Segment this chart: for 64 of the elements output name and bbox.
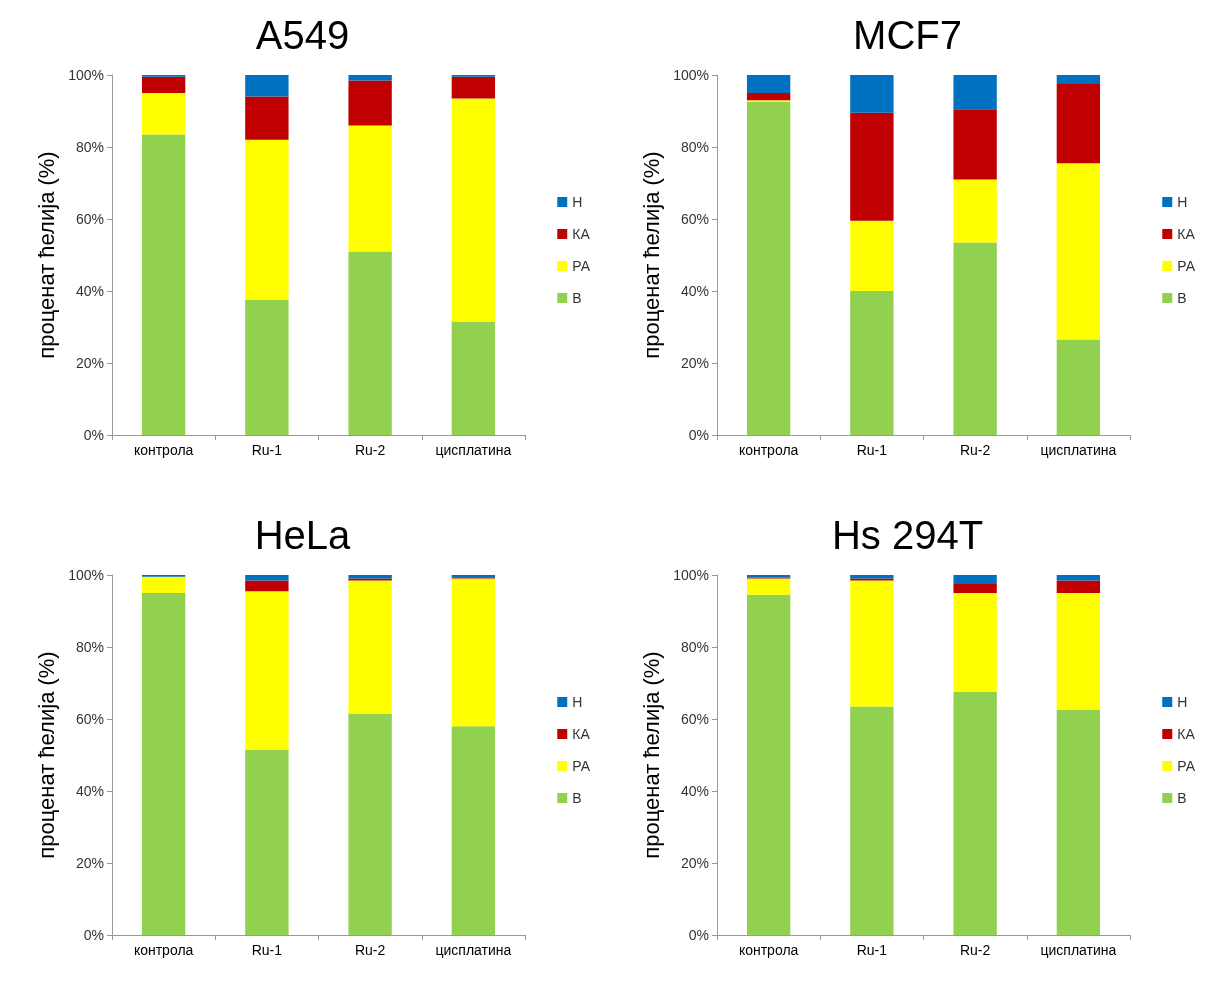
x-tick-label: Ru-1 [251,942,283,958]
chart-title: A549 [255,13,350,57]
legend-label: КА [1177,726,1196,742]
legend-label: КА [572,226,591,242]
y-tick-label: 60% [75,711,104,727]
y-tick-label: 40% [680,783,709,799]
y-tick-label: 60% [75,211,104,227]
x-tick-label: Ru-1 [856,442,888,458]
legend-label: РА [572,758,591,774]
x-tick-label: цисплатина [435,442,512,458]
x-tick-label: контрола [133,942,194,958]
x-tick-label: цисплатина [1040,442,1117,458]
legend-label: РА [1177,758,1196,774]
y-tick-label: 20% [680,855,709,871]
legend-label: В [572,790,582,806]
legend-label: В [572,290,582,306]
legend-label: Н [572,694,583,710]
y-tick-label: 100% [673,567,709,583]
x-tick-label: Ru-1 [856,942,888,958]
x-tick-label: Ru-2 [959,442,991,458]
y-tick-label: 100% [68,67,104,83]
y-tick-label: 20% [680,355,709,371]
x-tick-label: Ru-2 [959,942,991,958]
y-tick-label: 20% [75,855,104,871]
legend-label: РА [1177,258,1196,274]
y-tick-label: 80% [75,639,104,655]
y-tick-label: 80% [680,639,709,655]
chart-title: HeLa [254,513,352,557]
y-tick-label: 100% [673,67,709,83]
x-tick-label: Ru-2 [354,442,386,458]
chart-title: MCF7 [853,13,962,57]
y-tick-label: 0% [688,427,709,443]
legend-label: В [1177,290,1187,306]
y-tick-label: 0% [83,927,104,943]
y-tick-label: 80% [75,139,104,155]
y-axis-title: проценат ћелија (%) [33,651,59,859]
y-tick-label: 20% [75,355,104,371]
x-tick-label: контрола [738,442,799,458]
y-tick-label: 40% [680,283,709,299]
y-tick-label: 60% [680,711,709,727]
legend-label: РА [572,258,591,274]
y-tick-label: 40% [75,783,104,799]
y-tick-label: 60% [680,211,709,227]
y-tick-label: 40% [75,283,104,299]
y-axis-title: проценат ћелија (%) [638,651,664,859]
legend-label: КА [1177,226,1196,242]
x-tick-label: контрола [738,942,799,958]
y-tick-label: 0% [688,927,709,943]
y-tick-label: 80% [680,139,709,155]
legend-label: В [1177,790,1187,806]
x-tick-label: цисплатина [435,942,512,958]
y-axis-title: проценат ћелија (%) [33,151,59,359]
x-tick-label: цисплатина [1040,942,1117,958]
legend-label: Н [572,194,583,210]
x-tick-label: Ru-1 [251,442,283,458]
legend-label: КА [572,726,591,742]
y-tick-label: 100% [68,567,104,583]
x-tick-label: Ru-2 [354,942,386,958]
x-tick-label: контрола [133,442,194,458]
y-tick-label: 0% [83,427,104,443]
y-axis-title: проценат ћелија (%) [638,151,664,359]
legend-label: Н [1177,694,1188,710]
chart-title: Hs 294T [831,513,984,557]
legend-label: Н [1177,194,1188,210]
